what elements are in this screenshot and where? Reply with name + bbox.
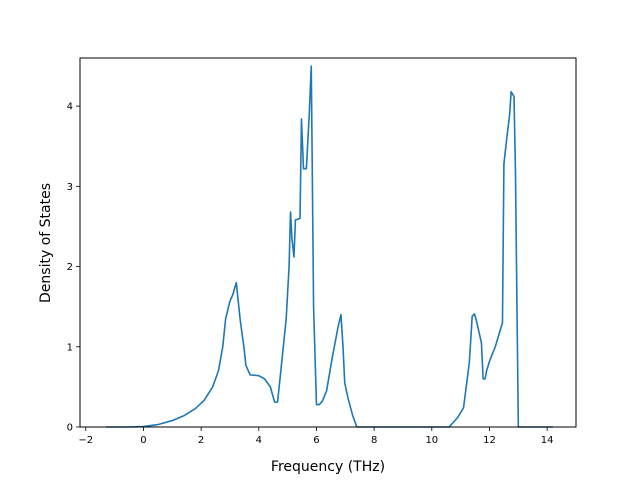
y-tick-label: 0 [67, 423, 73, 434]
x-tick-label: −2 [78, 435, 93, 446]
y-axis-label: Density of States [38, 183, 54, 303]
x-axis-label: Frequency (THz) [271, 459, 385, 475]
x-axis-ticks: −2 0 2 4 6 8 10 12 14 [78, 427, 554, 446]
y-tick-label: 3 [67, 182, 73, 193]
x-tick-label: 0 [140, 435, 146, 446]
x-tick-label: 14 [541, 435, 554, 446]
axes-frame [79, 57, 577, 428]
y-tick-label: 2 [67, 262, 73, 273]
y-axis-ticks: 0 1 2 3 4 [67, 102, 80, 434]
y-tick-label: 1 [67, 342, 73, 353]
x-tick-label: 8 [371, 435, 377, 446]
x-tick-label: 10 [425, 435, 438, 446]
y-tick-label: 4 [67, 102, 73, 113]
dos-series-line [105, 65, 553, 428]
plot-area [105, 65, 553, 428]
x-tick-label: 4 [256, 435, 262, 446]
x-tick-label: 6 [313, 435, 319, 446]
x-tick-label: 2 [198, 435, 204, 446]
x-tick-label: 12 [483, 435, 496, 446]
